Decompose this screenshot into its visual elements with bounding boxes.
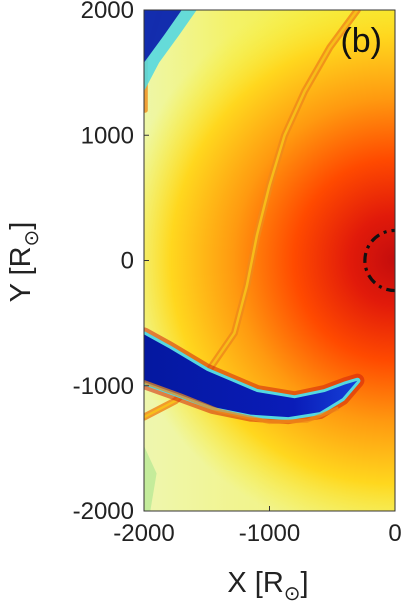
dashed-circle [363,228,395,293]
y-tick-label: -2000 [73,498,134,525]
lower-orange-streak [144,380,340,425]
y-axis-label: Y [R⊙] [5,222,43,303]
x-axis: -2000 -1000 0 [113,506,402,547]
y-tick-label: 1000 [81,122,134,149]
x-axis-label-close: ] [301,567,309,599]
x-tick-label: -1000 [239,520,300,547]
y-axis-label-sub: ⊙ [21,230,43,247]
x-tick-label: -2000 [113,520,174,547]
plot-area [144,10,395,511]
bottom-left-green-region [144,445,157,511]
y-tick-label: 2000 [81,0,134,24]
blue-band [144,334,358,418]
circle-layer [363,228,395,293]
y-axis-label-text: Y [R [5,246,37,302]
hot-region [144,10,395,511]
x-tick-label: 0 [388,520,401,547]
plasma-features [144,10,365,511]
y-tick-label: -1000 [73,373,134,400]
y-tick-label: 0 [121,248,134,275]
x-axis-label: X [R⊙] [227,567,308,605]
panel-label: (b) [340,22,382,60]
x-axis-label-text: X [R [227,567,283,599]
y-axis-label-close: ] [5,222,37,230]
x-axis-label-sub: ⊙ [284,583,301,605]
y-axis: -2000 -1000 0 1000 2000 [73,0,149,525]
top-left-blue-region [144,10,182,63]
